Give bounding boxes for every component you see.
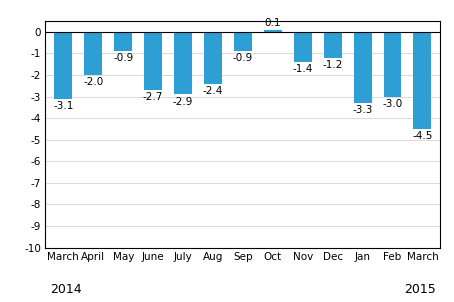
Text: 2015: 2015 [404, 283, 436, 296]
Text: -2.7: -2.7 [143, 92, 163, 102]
Text: -3.1: -3.1 [53, 101, 74, 111]
Text: -4.5: -4.5 [412, 131, 433, 141]
Bar [144, 32, 162, 90]
Text: -2.9: -2.9 [173, 97, 193, 107]
Text: -1.2: -1.2 [322, 60, 343, 70]
Bar [114, 32, 132, 51]
Text: -1.4: -1.4 [292, 64, 313, 74]
Text: -0.9: -0.9 [113, 53, 133, 63]
Bar [414, 32, 431, 129]
Bar [354, 32, 371, 103]
Text: -0.9: -0.9 [233, 53, 253, 63]
Bar [294, 32, 312, 62]
Bar [84, 32, 102, 75]
Text: -2.4: -2.4 [203, 86, 223, 96]
Bar [234, 32, 252, 51]
Bar [264, 30, 282, 32]
Bar [324, 32, 342, 58]
Text: 0.1: 0.1 [265, 18, 281, 27]
Bar [174, 32, 192, 95]
Text: 2014: 2014 [50, 283, 82, 296]
Text: -2.0: -2.0 [83, 77, 104, 87]
Text: -3.3: -3.3 [352, 105, 373, 115]
Bar [54, 32, 72, 99]
Bar [384, 32, 401, 97]
Text: -3.0: -3.0 [382, 99, 403, 109]
Bar [204, 32, 222, 84]
